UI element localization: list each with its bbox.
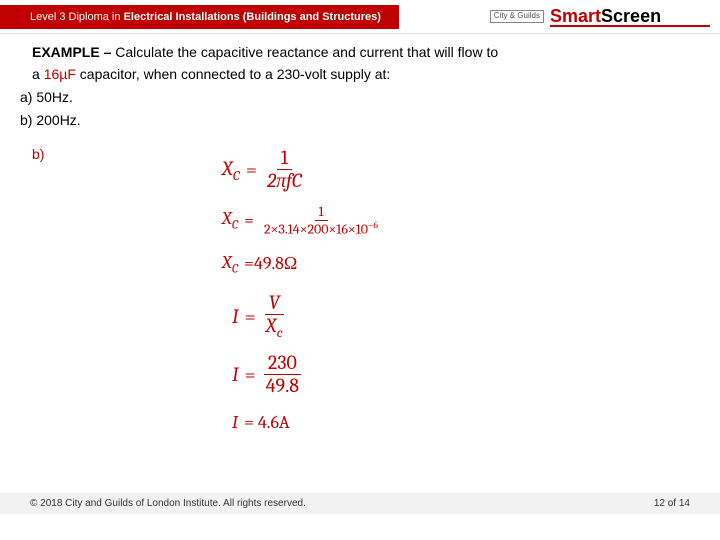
equation-i-result: I = 4.6A xyxy=(232,409,688,437)
brand-part2: Screen xyxy=(601,6,661,26)
smartscreen-logo: SmartScreen xyxy=(550,6,710,27)
equation-i-substituted: I = 230 49.8 xyxy=(232,352,688,397)
equation-i-formula: I = V Xc xyxy=(232,292,688,340)
brand-block: City & Guilds SmartScreen xyxy=(490,6,710,27)
example-text1: Calculate the capacitive reactance and c… xyxy=(115,44,498,60)
example-text2a: a xyxy=(32,66,44,82)
slide-content: EXAMPLE – Calculate the capacitive react… xyxy=(0,34,720,437)
capacitor-value: 16µF xyxy=(44,66,76,82)
city-guilds-logo: City & Guilds xyxy=(490,10,544,23)
example-line1: EXAMPLE – Calculate the capacitive react… xyxy=(32,42,688,64)
equation-xc-formula: XC = 1 2πfC xyxy=(222,147,688,192)
example-line2: a 16µF capacitor, when connected to a 23… xyxy=(32,64,688,86)
course-name: Electrical Installations (Buildings and … xyxy=(124,11,381,23)
page-number: 12 of 14 xyxy=(654,498,690,509)
list-item-b: b) 200Hz. xyxy=(20,110,688,132)
equation-xc-result: XC=49.8Ω xyxy=(222,249,688,280)
course-prefix: Level 3 Diploma in xyxy=(30,11,124,23)
example-text2b: capacitor, when connected to a 230-volt … xyxy=(76,66,390,82)
example-label: EXAMPLE – xyxy=(32,44,115,60)
header-bar: Level 3 Diploma in Electrical Installati… xyxy=(0,0,720,34)
equation-xc-substituted: XC = 1 2×3.14×200×16×10−6 xyxy=(222,204,688,236)
frequency-list: a) 50Hz. b) 200Hz. xyxy=(20,87,688,131)
copyright-text: © 2018 City and Guilds of London Institu… xyxy=(30,498,306,509)
list-item-a: a) 50Hz. xyxy=(20,87,688,109)
footer-bar: © 2018 City and Guilds of London Institu… xyxy=(0,493,720,514)
equation-block: XC = 1 2πfC XC = 1 2×3.14×200×16×10−6 XC… xyxy=(222,147,688,437)
brand-part1: Smart xyxy=(550,6,601,26)
course-title-bar: Level 3 Diploma in Electrical Installati… xyxy=(0,5,399,29)
